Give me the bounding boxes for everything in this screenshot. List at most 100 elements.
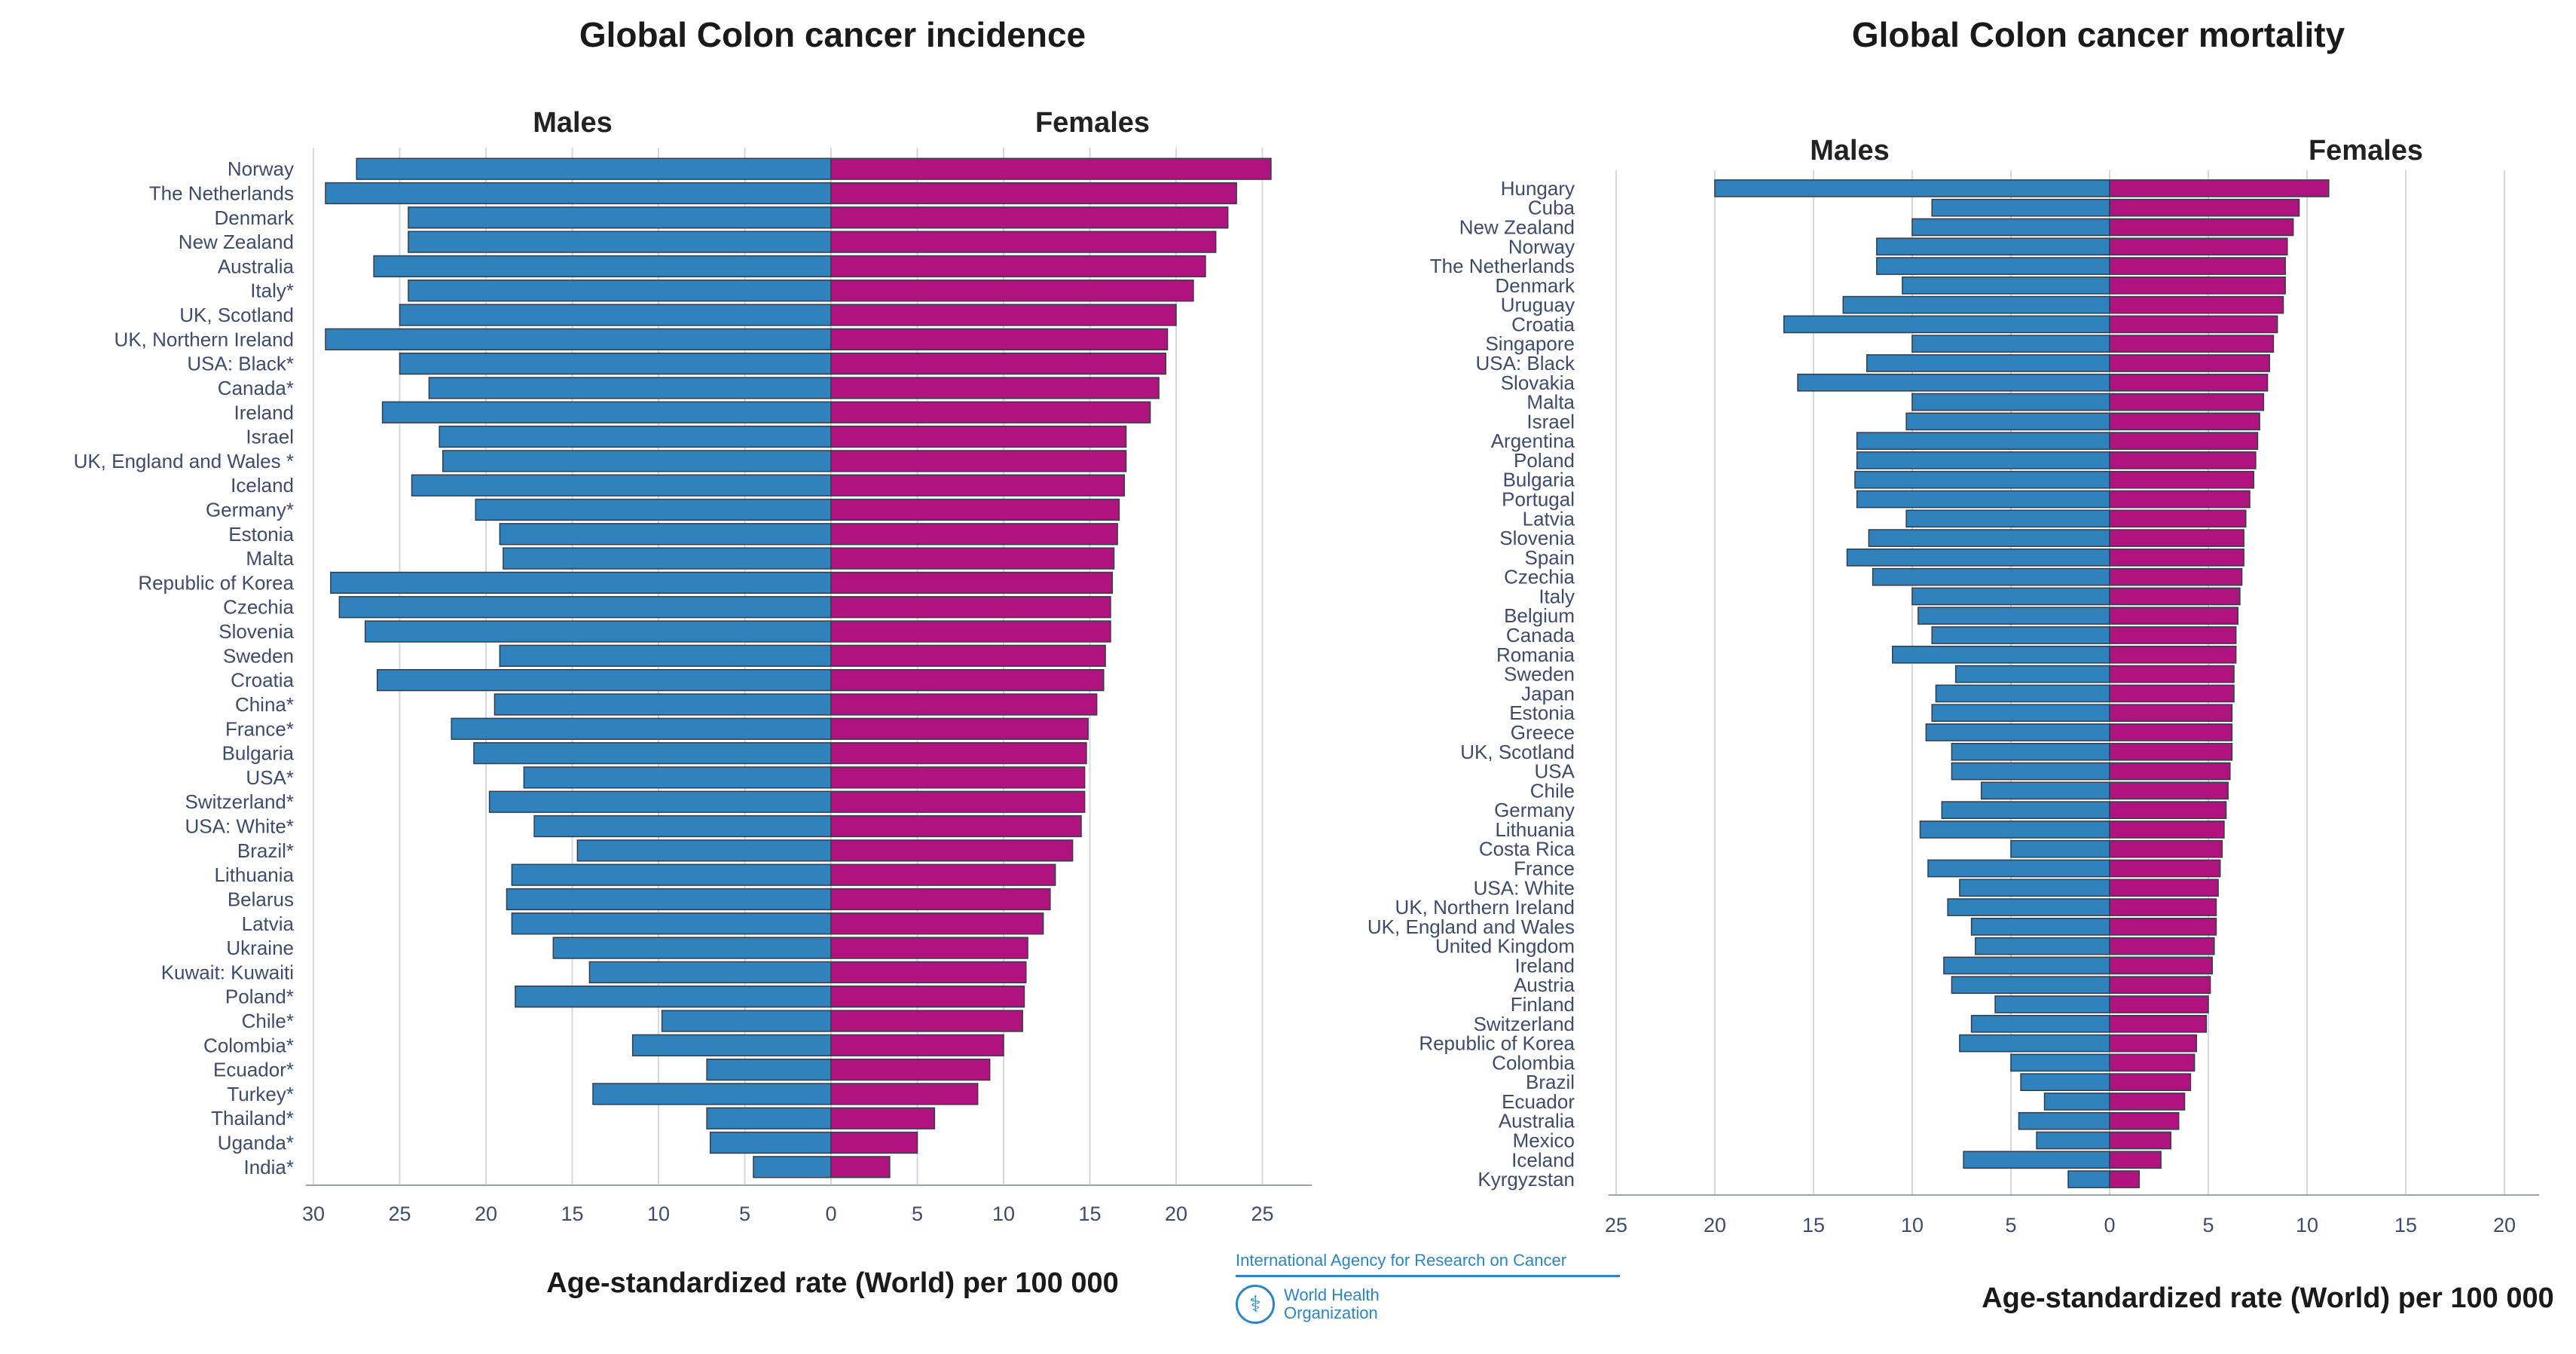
- bar-female: [830, 693, 1098, 716]
- bar-female: [2109, 587, 2241, 606]
- bar-female: [2109, 179, 2330, 197]
- category-label: UK, Scotland: [179, 304, 294, 326]
- bar-male: [1876, 257, 2110, 275]
- bar-female: [2109, 665, 2235, 683]
- bar-male: [1970, 1014, 2110, 1033]
- category-label: United Kingdom: [1435, 935, 1575, 958]
- bar-male: [1783, 315, 2110, 334]
- bar-male: [325, 182, 832, 205]
- bar-male: [325, 328, 832, 350]
- category-label: Ukraine: [226, 937, 294, 959]
- bar-male: [709, 1131, 832, 1154]
- bar-female: [830, 231, 1217, 253]
- bar-female: [830, 1156, 891, 1178]
- bar-male: [1975, 937, 2110, 955]
- bar-female: [830, 937, 1028, 959]
- category-label: UK, England and Wales *: [74, 450, 294, 472]
- bar-female: [2109, 801, 2227, 819]
- bar-female: [2109, 1073, 2192, 1092]
- who-line-1: World Health: [1284, 1285, 1380, 1304]
- tick-label: 15: [561, 1203, 583, 1225]
- bar-female: [2109, 549, 2244, 567]
- bar-female: [830, 1083, 979, 1105]
- bar-male: [552, 937, 832, 959]
- bar-female: [2109, 781, 2229, 800]
- category-label: USA: White*: [185, 815, 295, 838]
- tick-label: 10: [1901, 1214, 1924, 1236]
- bar-male: [1856, 451, 2110, 469]
- category-label: Costa Rica: [1479, 838, 1575, 860]
- bar-female: [830, 839, 1074, 862]
- bar-female: [2109, 839, 2223, 858]
- bar-female: [830, 425, 1127, 448]
- category-label: Spain: [1525, 546, 1575, 569]
- bar-female: [2109, 567, 2243, 586]
- bar-male: [1951, 976, 2110, 995]
- bar-female: [2109, 762, 2231, 781]
- category-label: Ireland: [234, 401, 295, 423]
- bar-female: [2109, 1053, 2196, 1072]
- bar-female: [830, 596, 1111, 619]
- bar-female: [830, 741, 1087, 765]
- category-label: Australia: [1499, 1110, 1575, 1132]
- bar-female: [830, 863, 1056, 886]
- bar-male: [408, 206, 832, 229]
- bar-male: [364, 620, 832, 643]
- tick-label: 0: [825, 1203, 836, 1225]
- bar-male: [661, 1010, 832, 1032]
- bar-male: [1714, 179, 2110, 197]
- bar-female: [2109, 373, 2269, 392]
- bar-male: [373, 255, 832, 278]
- bar-male: [488, 790, 832, 813]
- bar-female: [2109, 470, 2255, 489]
- bar-male: [1980, 781, 2110, 800]
- category-label: Greece: [1511, 721, 1575, 744]
- males-header: Males: [533, 107, 613, 139]
- category-label: Japan: [1521, 682, 1575, 705]
- bar-female: [2109, 1034, 2198, 1053]
- category-label: Sweden: [1504, 663, 1575, 686]
- category-label: USA: [1535, 760, 1575, 783]
- category-label: Switzerland: [1474, 1013, 1575, 1035]
- bar-female: [830, 912, 1044, 935]
- bar-male: [1876, 237, 2110, 256]
- chart-title: Global Colon cancer mortality: [1852, 15, 2345, 54]
- category-label: Brazil*: [237, 839, 294, 862]
- bar-female: [830, 1107, 936, 1129]
- category-label: Malta: [246, 547, 294, 570]
- category-label: Lithuania: [1495, 818, 1575, 841]
- category-label: Israel: [246, 426, 294, 448]
- tick-label: 30: [302, 1203, 325, 1225]
- bar-female: [2109, 432, 2259, 450]
- bar-female: [2109, 859, 2221, 878]
- bar-male: [2010, 1053, 2110, 1072]
- bar-male: [399, 304, 832, 326]
- bar-male: [1970, 918, 2110, 936]
- bar-female: [2109, 257, 2286, 275]
- bar-female: [2109, 1014, 2208, 1033]
- bar-female: [830, 717, 1089, 740]
- who-line-2: Organization: [1284, 1304, 1378, 1322]
- bar-male: [1846, 549, 2110, 567]
- category-label: Israel: [1526, 410, 1575, 432]
- bar-female: [830, 644, 1106, 667]
- tick-label: 5: [912, 1203, 923, 1225]
- bar-female: [2109, 995, 2209, 1013]
- bar-male: [1931, 704, 2110, 723]
- category-label: Norway: [1508, 235, 1575, 258]
- bar-female: [830, 182, 1237, 205]
- tick-label: 5: [2005, 1214, 2016, 1236]
- category-label: Switzerland*: [185, 790, 294, 813]
- bar-male: [1959, 1034, 2110, 1053]
- bar-male: [511, 863, 832, 886]
- bar-male: [475, 498, 832, 521]
- category-label: Czechia: [223, 596, 294, 619]
- bar-male: [1911, 335, 2110, 353]
- tick-label: 20: [1165, 1203, 1187, 1225]
- category-label: Denmark: [1496, 274, 1575, 297]
- bar-female: [2109, 529, 2244, 547]
- bar-male: [1935, 684, 2110, 703]
- bar-female: [830, 352, 1167, 375]
- bar-male: [588, 961, 832, 984]
- bar-female: [2109, 607, 2239, 625]
